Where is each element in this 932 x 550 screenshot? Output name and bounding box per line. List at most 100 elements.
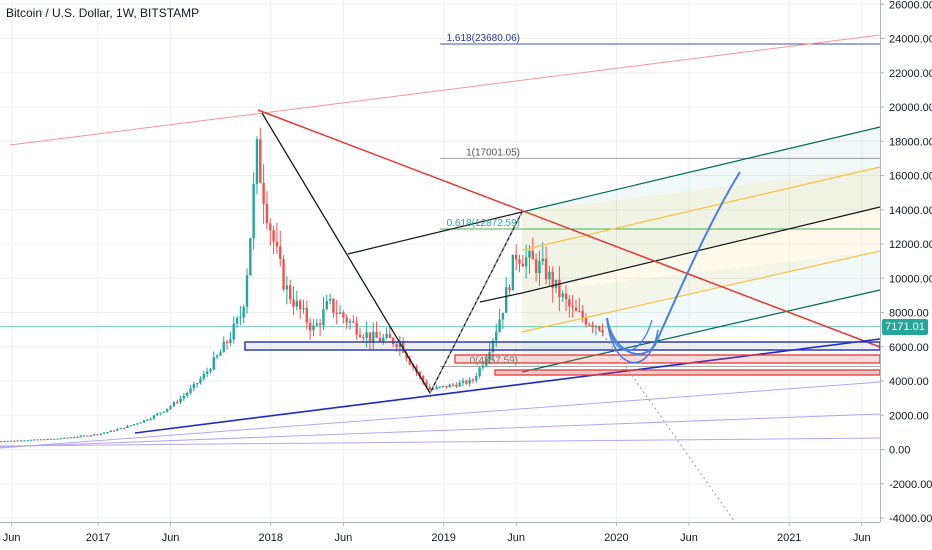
candle-body (132, 424, 136, 426)
price-axis[interactable]: 26000.00 24000.00 22000.00 20000.00 18000.00… (880, 0, 932, 550)
candle-body (455, 384, 458, 387)
candle-body (581, 311, 584, 318)
support-zone-box (244, 341, 881, 351)
candle-body (508, 287, 511, 291)
pitchfork-upper-mid (521, 166, 881, 251)
fibonacci-labels: 1.618(23680.06) 1(17001.05) 0.618(12872.59… (447, 33, 520, 366)
candle-body (289, 285, 292, 300)
candle-body (59, 438, 63, 440)
candle-body (202, 373, 206, 379)
candle-body (571, 306, 574, 308)
candle-body (252, 183, 255, 239)
x-tick-label: 2020 (604, 532, 628, 544)
candle-body (225, 341, 229, 344)
candle-body (584, 317, 588, 325)
candle-body (548, 271, 551, 280)
candle-body (259, 139, 262, 183)
candle-body (139, 422, 142, 424)
candle-body (265, 203, 269, 224)
candle-body (435, 387, 438, 389)
y-tick-label: 24000.00 (889, 34, 932, 46)
candle-body (3, 441, 6, 443)
candle-body (578, 310, 581, 312)
candle-body (375, 331, 378, 338)
candle-body (481, 365, 485, 368)
candle-body (119, 427, 122, 430)
candle-body (338, 312, 342, 314)
candle-body (408, 358, 412, 365)
pitchfork-lower-mid (521, 250, 881, 333)
candle-body (544, 258, 548, 280)
candle-body (491, 340, 495, 353)
candle-body (342, 312, 345, 318)
candle-body (109, 430, 112, 432)
candle-body (13, 440, 16, 442)
candle-body (368, 332, 372, 342)
candle-body (9, 440, 13, 442)
candle-body (521, 263, 525, 267)
candle-body (36, 439, 39, 441)
x-tick-label: Jun (335, 532, 353, 544)
candle-body (232, 323, 235, 340)
candle-body (212, 357, 215, 370)
candle-body (345, 317, 348, 323)
candle-body (395, 344, 398, 347)
candle-body (382, 337, 385, 342)
candle-body (99, 433, 102, 435)
y-tick-label: -2000.00 (889, 479, 932, 491)
time-axis[interactable]: Jun 2017 Jun 2018 Jun 2019 Jun 2020 Jun 2021 Jun (0, 522, 932, 550)
candle-body (82, 435, 86, 437)
y-tick-label: 8000.00 (889, 308, 929, 320)
candle-body (358, 334, 362, 337)
candle-body (501, 312, 505, 320)
candle-body (561, 293, 564, 297)
candle-body (179, 398, 182, 403)
candle-body (475, 375, 478, 381)
candle-body (215, 355, 219, 358)
candle-body (554, 279, 558, 289)
candle-body (19, 440, 23, 442)
pitchfork-fill-upper (522, 127, 880, 293)
candle-body (149, 418, 152, 420)
candle-body (328, 298, 332, 301)
candle-body (591, 324, 594, 328)
candle-body (199, 378, 202, 384)
candle-body (255, 139, 259, 184)
candle-body (136, 423, 139, 425)
chart-title: Bitcoin / U.S. Dollar, 1W, BITSTAMP (6, 6, 200, 20)
candle-body (159, 412, 162, 414)
candle-body (478, 367, 481, 376)
y-tick-label: 6000.00 (889, 342, 929, 354)
candle-body (16, 440, 19, 442)
retrace-dashed-line (429, 211, 523, 394)
candle-body (195, 383, 199, 385)
candle-body (518, 259, 521, 264)
candle-body (0, 441, 3, 443)
long-term-support-line (134, 338, 881, 434)
candle-body (272, 230, 275, 242)
candle-body (401, 341, 405, 353)
candle-body (235, 317, 239, 324)
y-tick-label: 16000.00 (889, 171, 932, 183)
candlestick-series (0, 127, 604, 443)
candle-body (302, 308, 305, 310)
candle-body (511, 254, 515, 291)
current-price-badge: 7171.01 (882, 318, 928, 335)
candle-body (122, 427, 126, 429)
y-tick-label: 0.00 (889, 445, 910, 457)
candle-body (79, 435, 83, 437)
y-tick-label: 4000.00 (889, 376, 929, 388)
lower-trend-line-3 (0, 437, 881, 447)
candle-body (588, 324, 591, 326)
candle-body (262, 182, 265, 204)
candle-body (431, 388, 435, 390)
candle-body (541, 258, 544, 262)
candle-body (568, 299, 571, 307)
x-tick-label: Jun (3, 532, 21, 544)
candle-body (219, 352, 222, 356)
candle-body (56, 438, 59, 440)
candle-body (308, 322, 312, 331)
candle-body (245, 275, 249, 307)
candle-body (26, 440, 29, 442)
